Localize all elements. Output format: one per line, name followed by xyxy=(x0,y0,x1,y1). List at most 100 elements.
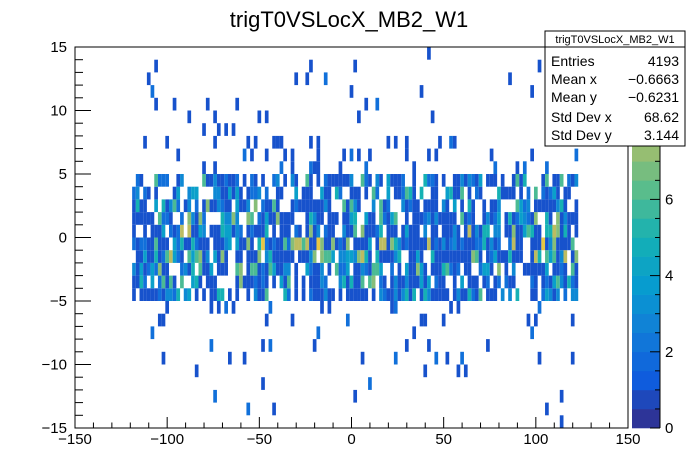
x-axis: −150 −100 −50 0 50 100 150 xyxy=(58,417,641,448)
histogram-bin xyxy=(504,186,509,200)
histogram-bin xyxy=(519,237,523,251)
stats-mean-x-label: Mean x xyxy=(551,71,597,87)
histogram-bin xyxy=(305,237,310,251)
histogram-bin xyxy=(312,161,317,174)
histogram-bin xyxy=(209,174,214,187)
histogram-bin xyxy=(161,275,166,289)
histogram-bin xyxy=(357,237,361,251)
histogram-bin xyxy=(408,186,413,200)
histogram-bin xyxy=(154,97,158,111)
histogram-bin xyxy=(191,186,195,200)
histogram-bin xyxy=(312,262,317,276)
histogram-bin xyxy=(338,186,343,200)
histogram-bin xyxy=(364,224,369,238)
y-axis: −15 −10 −5 0 5 10 15 xyxy=(42,39,91,437)
histogram-bin xyxy=(416,237,420,251)
histogram-bin xyxy=(386,288,391,301)
y-tick-label: 10 xyxy=(50,103,67,120)
histogram-bin xyxy=(471,288,476,301)
histogram-bin xyxy=(294,275,299,289)
histogram-bin xyxy=(345,275,350,289)
histogram-bin xyxy=(180,262,184,276)
histogram-bin xyxy=(279,262,284,276)
histogram-bin xyxy=(541,186,546,200)
histogram-bin xyxy=(345,262,350,276)
histogram-bin xyxy=(253,288,258,301)
stats-mean-x-value: −0.6663 xyxy=(628,71,679,87)
histogram-bin xyxy=(161,250,166,263)
histogram-bin xyxy=(570,174,575,187)
histogram-bin xyxy=(404,339,409,352)
histogram-bin xyxy=(135,275,140,289)
histogram-bin xyxy=(393,351,398,365)
histogram-bin xyxy=(574,275,579,289)
histogram-bin xyxy=(176,237,181,251)
histogram-bin xyxy=(427,275,431,289)
histogram-bin xyxy=(198,275,203,289)
histogram-bin xyxy=(264,186,269,200)
histogram-bin xyxy=(228,224,232,238)
x-tick-label: −50 xyxy=(247,431,272,448)
histogram-bin xyxy=(497,237,501,251)
histogram-bin xyxy=(349,224,354,238)
histogram-bin xyxy=(316,174,321,187)
histogram-bin xyxy=(423,237,428,251)
histogram-bin xyxy=(213,224,217,238)
histogram-bin xyxy=(202,224,206,238)
histogram-bin xyxy=(183,237,188,251)
histogram-bin xyxy=(419,288,424,301)
histogram-bin xyxy=(202,262,206,276)
histogram-bin xyxy=(264,224,269,238)
histogram-bin xyxy=(338,275,343,289)
histogram-bin xyxy=(397,262,402,276)
histogram-bin xyxy=(205,199,210,213)
histogram-bin xyxy=(283,275,287,289)
histogram-bin xyxy=(460,351,464,365)
histogram-bin xyxy=(434,148,439,162)
histogram-bin xyxy=(150,224,155,238)
histogram-bin xyxy=(423,212,428,225)
histogram-bin xyxy=(467,174,472,187)
histogram-bin xyxy=(438,135,442,149)
histogram-bin xyxy=(530,275,534,289)
histogram-bin xyxy=(563,262,568,276)
histogram-bin xyxy=(390,212,394,225)
histogram-bin xyxy=(231,123,236,136)
histogram-bin xyxy=(320,199,324,213)
stats-mean-y-value: −0.6231 xyxy=(628,89,679,105)
histogram-bin xyxy=(312,199,317,213)
histogram-bin xyxy=(456,174,461,187)
histogram-bin xyxy=(290,174,295,187)
histogram-bin xyxy=(552,275,557,289)
histogram-bin xyxy=(224,224,228,238)
histogram-bin xyxy=(379,262,383,276)
histogram-bin xyxy=(143,262,147,276)
histogram-bin xyxy=(574,174,579,187)
histogram-bin xyxy=(552,262,557,276)
histogram-bin xyxy=(486,250,490,263)
histogram-bin xyxy=(172,275,177,289)
histogram-bin xyxy=(345,199,350,213)
histogram-bin xyxy=(209,339,214,352)
histogram-bin xyxy=(471,237,476,251)
histogram-bin xyxy=(456,301,461,314)
histogram-bin xyxy=(261,288,265,301)
histogram-bin xyxy=(393,186,398,200)
histogram-bin xyxy=(246,402,251,416)
histogram-bin xyxy=(545,237,549,251)
histogram-bin xyxy=(298,199,302,213)
histogram-bin xyxy=(316,288,321,301)
histogram-bin xyxy=(342,148,346,162)
histogram-bin xyxy=(445,212,450,225)
histogram-bin xyxy=(379,275,383,289)
histogram-bin xyxy=(213,288,217,301)
histogram-bin xyxy=(452,224,457,238)
histogram-bin xyxy=(441,212,446,225)
histogram-bin xyxy=(360,250,365,263)
histogram-bin xyxy=(438,237,442,251)
histogram-bin xyxy=(519,186,523,200)
histogram-bin xyxy=(154,250,158,263)
histogram-bin xyxy=(286,212,291,225)
histogram-bin xyxy=(135,186,140,200)
histogram-bin xyxy=(530,85,534,98)
